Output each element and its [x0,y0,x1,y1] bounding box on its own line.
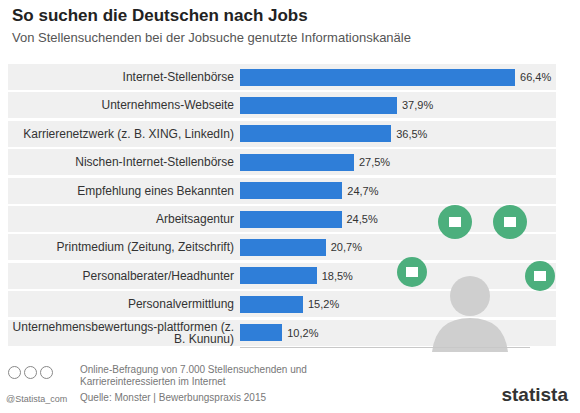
plot-area [240,64,530,346]
bubble-symbol [504,217,516,227]
bar [240,182,342,199]
data-label: 18,5% [322,263,353,289]
category-label-text: Personalberater/Headhunter [83,270,234,282]
bubble-symbol [534,271,546,281]
category-label-text: Internet-Stellenbörse [123,71,234,83]
category-label: Personalvermittlung [10,291,234,317]
bubble-icon [438,205,472,239]
category-label-text: Nischen-Internet-Stellenbörse [75,156,234,168]
data-label: 20,7% [331,234,362,260]
subtitle: Von Stellensuchenden bei der Jobsuche ge… [12,30,411,45]
category-label-text: Printmedium (Zeitung, Zeitschrift) [57,241,234,253]
bubble-icon [397,257,427,287]
bar [240,125,391,142]
bubble-symbol [449,217,461,227]
axis-line [240,347,530,348]
category-label-text: Unternehmens-Webseite [101,99,234,111]
category-label: Unternehmensbewertungs-plattformen (z. B… [10,320,234,346]
license-icon [8,366,21,379]
brand: statista [501,384,568,406]
decoration [0,0,580,413]
data-label: 24,7% [347,178,378,204]
data-label: 27,5% [359,149,390,175]
bubble-icon [525,261,555,291]
category-label: Empfehlung eines Bekannten [10,178,234,204]
bar [240,324,282,341]
license-icon [40,366,53,379]
bar [240,296,303,313]
category-label: Printmedium (Zeitung, Zeitschrift) [10,234,234,260]
category-label: Nischen-Internet-Stellenbörse [10,149,234,175]
bar [240,154,354,171]
credit: @Statista_com [6,394,67,405]
bubble-icon [493,205,527,239]
bar [240,211,342,228]
category-label: Internet-Stellenbörse [10,64,234,90]
category-label: Karrierenetzwerk (z. B. XING, LinkedIn) [10,121,234,147]
chart: So suchen die Deutschen nach Jobs Von Ste… [0,0,580,413]
bubble-symbol [406,267,418,277]
data-label: 66,4% [520,64,551,90]
data-label: 15,2% [308,291,339,317]
category-label-text: Arbeitsagentur [156,213,234,225]
bar [240,69,515,86]
title: So suchen die Deutschen nach Jobs [12,6,308,26]
category-label: Unternehmens-Webseite [10,92,234,118]
category-label-text: Empfehlung eines Bekannten [77,185,234,197]
bar [240,239,326,256]
data-label: 24,5% [347,206,378,232]
data-label: 37,9% [402,92,433,118]
category-label: Arbeitsagentur [10,206,234,232]
category-label-text: Unternehmensbewertungs-plattformen (z. B… [10,321,234,345]
person-icon [450,276,490,316]
category-label-text: Karrierenetzwerk (z. B. XING, LinkedIn) [23,128,234,140]
data-label: 36,5% [396,121,427,147]
category-label: Personalberater/Headhunter [10,263,234,289]
bar [240,97,397,114]
license-icon [24,366,37,379]
bar [240,267,317,284]
note: Online-Befragung von 7.000 Stellensuchen… [80,364,330,388]
category-label-text: Personalvermittlung [128,298,234,310]
source: Quelle: Monster | Bewerbungspraxis 2015 [80,392,266,404]
data-label: 10,2% [287,320,318,346]
